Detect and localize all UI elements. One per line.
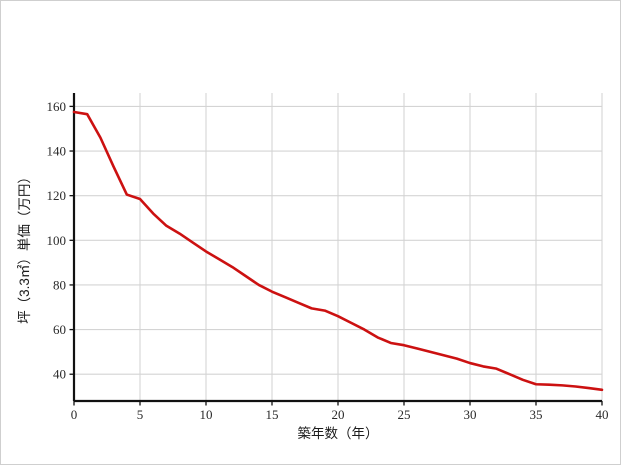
y-axis-title: 坪（3.3㎡）単価（万円） — [17, 170, 32, 324]
x-tick-labels: 0 5 10 15 20 25 30 35 40 — [71, 407, 609, 422]
y-tick-label: 60 — [53, 322, 66, 337]
x-tick-label: 15 — [266, 407, 279, 422]
x-axis-title: 築年数（年） — [298, 426, 379, 441]
y-tick-label: 80 — [53, 277, 66, 292]
x-tick-label: 25 — [398, 407, 411, 422]
price-line-series — [72, 110, 604, 392]
x-tick-label: 30 — [464, 407, 477, 422]
y-tick-label: 120 — [47, 188, 67, 203]
y-tick-label: 100 — [47, 233, 67, 248]
x-gridlines — [139, 93, 603, 401]
x-tick-label: 20 — [332, 407, 345, 422]
x-tick-label: 5 — [137, 407, 144, 422]
y-tick-labels: 40 60 80 100 120 140 160 — [47, 99, 67, 382]
x-tick-label: 0 — [71, 407, 78, 422]
x-tick-label: 35 — [530, 407, 543, 422]
y-tick-label: 160 — [47, 99, 67, 114]
x-tick-label: 40 — [596, 407, 609, 422]
x-tick-label: 10 — [200, 407, 213, 422]
y-tick-label: 140 — [47, 144, 67, 159]
y-tick-label: 40 — [53, 367, 66, 382]
